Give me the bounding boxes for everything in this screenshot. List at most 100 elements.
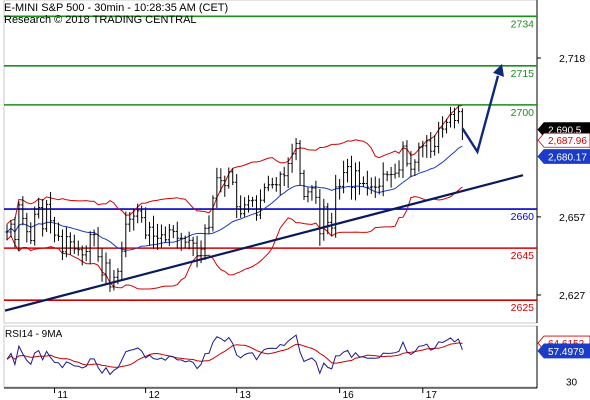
time-tick-label: 11 xyxy=(58,390,69,400)
price-bar xyxy=(425,135,429,158)
price-bar xyxy=(417,142,421,172)
price-bar xyxy=(80,245,84,266)
price-bar xyxy=(159,224,164,248)
level-label-2660: 2660 xyxy=(511,211,535,223)
price-bar xyxy=(5,224,9,241)
price-bar xyxy=(326,203,330,235)
price-bar xyxy=(9,220,13,238)
price-bar xyxy=(310,185,314,201)
price-bar xyxy=(132,208,136,231)
price-bar xyxy=(353,162,358,201)
level-label-2700: 2700 xyxy=(511,107,535,119)
price-tag-moving_average xyxy=(537,149,590,164)
price-bar xyxy=(421,140,425,158)
price-bar xyxy=(96,227,100,262)
price-bar xyxy=(239,195,243,218)
price-bar xyxy=(136,203,140,224)
price-bar xyxy=(342,160,346,194)
projection-arrowhead xyxy=(493,63,504,77)
price-bar xyxy=(45,199,49,232)
price-tick-label: 2,627 xyxy=(559,290,585,302)
price-bar xyxy=(413,159,417,176)
price-bar xyxy=(128,212,132,232)
price-bar xyxy=(171,225,175,239)
rsi-tag-rsi xyxy=(537,343,590,359)
price-bar xyxy=(302,169,306,200)
chart-copyright: Research © 2018 TRADING CENTRAL xyxy=(4,14,197,26)
bollinger-upper-line xyxy=(6,104,463,225)
price-bar xyxy=(17,201,21,252)
price-bar xyxy=(215,167,219,208)
rsi-tag-label-rsi: 57.4979 xyxy=(548,347,585,358)
level-label-2625: 2625 xyxy=(511,302,535,314)
price-bar xyxy=(345,158,350,183)
price-bar xyxy=(254,195,259,221)
price-bar xyxy=(52,216,57,243)
price-bar xyxy=(381,162,385,197)
price-bar xyxy=(175,221,179,249)
price-bar xyxy=(64,227,68,258)
price-bar xyxy=(274,176,278,192)
price-bar xyxy=(219,168,223,193)
price-bar xyxy=(124,211,128,258)
price-bar xyxy=(76,240,80,256)
price-bar xyxy=(167,223,171,247)
level-label-2734: 2734 xyxy=(511,18,535,30)
price-bar xyxy=(258,189,263,220)
price-bar xyxy=(120,241,124,281)
price-bar xyxy=(441,116,445,138)
price-bar xyxy=(393,163,397,179)
price-bar xyxy=(227,167,231,189)
price-bar xyxy=(349,155,354,200)
price-bar xyxy=(369,177,373,194)
price-bar xyxy=(187,231,191,250)
price-bar xyxy=(104,252,108,285)
price-bar xyxy=(163,226,167,243)
time-tick-label: 12 xyxy=(149,390,161,400)
price-bar xyxy=(48,191,53,234)
price-bar xyxy=(246,195,251,213)
level-label-2715: 2715 xyxy=(511,68,535,80)
price-bar xyxy=(56,222,61,241)
price-bar xyxy=(278,171,282,196)
price-bar xyxy=(318,189,322,246)
price-bar xyxy=(243,197,247,217)
price-bar xyxy=(444,118,449,134)
price-bar xyxy=(452,107,457,129)
rsi-tick-label: 30 xyxy=(566,377,578,388)
price-bar xyxy=(144,207,148,240)
price-bar xyxy=(250,196,255,208)
price-bar xyxy=(361,176,365,187)
level-label-2645: 2645 xyxy=(511,250,535,262)
price-bar xyxy=(207,215,211,234)
price-bar xyxy=(338,179,342,200)
price-bar xyxy=(25,212,29,243)
bollinger-lower-line xyxy=(6,186,463,290)
price-bar xyxy=(13,216,17,248)
trendline xyxy=(4,174,524,312)
chart-title: E-MINI S&P 500 - 30min - 10:28:35 AM (CE… xyxy=(4,2,228,14)
price-bar xyxy=(373,176,377,198)
price-bar xyxy=(290,143,294,173)
price-bar xyxy=(314,180,318,204)
time-tick-label: 13 xyxy=(240,390,252,400)
moving-average-line xyxy=(6,145,463,251)
price-bar xyxy=(195,235,199,268)
price-tag-label-bollinger: 2,687.96 xyxy=(548,136,587,147)
rsi-line xyxy=(6,334,463,376)
price-bar xyxy=(365,170,369,196)
price-bar xyxy=(41,199,45,237)
price-bar xyxy=(334,174,338,238)
price-bar xyxy=(37,197,41,219)
price-bar xyxy=(448,106,453,128)
price-bar xyxy=(203,224,207,261)
price-bar xyxy=(282,166,286,187)
price-bar xyxy=(270,177,274,189)
rsi-signal-line xyxy=(6,342,463,368)
time-tick-label: 16 xyxy=(343,390,355,400)
price-bar xyxy=(21,196,25,226)
price-bar xyxy=(397,160,401,178)
price-bar xyxy=(429,131,433,158)
price-bar xyxy=(29,222,33,244)
